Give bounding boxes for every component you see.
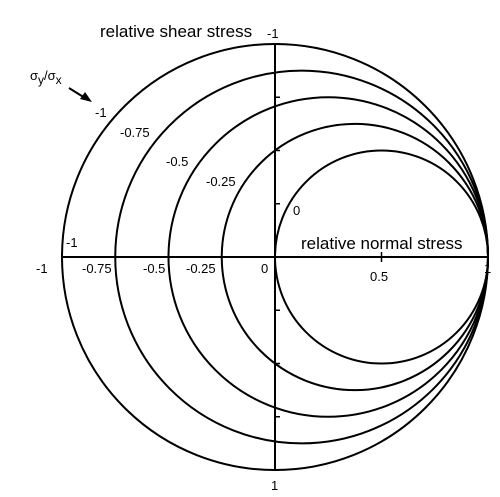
y-bottom-label: 1 — [271, 478, 278, 493]
left-point-label: -1 — [66, 235, 78, 250]
circle-label-minus-0-75: -0.75 — [120, 125, 150, 140]
ratio-sub-x: x — [56, 73, 62, 87]
x-tick-label-minus-0-25: -0.25 — [186, 261, 216, 276]
x-tick-label-minus-0-75: -0.75 — [82, 261, 112, 276]
x-tick-label-minus-1: -1 — [36, 261, 48, 276]
x-tick-label-0: 0 — [261, 261, 268, 276]
circle-label-0: 0 — [293, 203, 300, 218]
circle-label-minus-0-25: -0.25 — [206, 174, 236, 189]
x-tick-label-1: 1 — [484, 261, 491, 276]
normal-stress-axis-title: relative normal stress — [301, 234, 463, 253]
ratio-sigma-y: σ — [30, 68, 38, 83]
axis-ticks — [61, 43, 489, 471]
circle-label-minus-0-5: -0.5 — [166, 154, 188, 169]
x-tick-label-minus-0-5: -0.5 — [143, 261, 165, 276]
stress-ratio-label: σy/σx — [30, 68, 62, 87]
ratio-slash-sigma: /σ — [44, 68, 56, 83]
x-tick-label-0-5: 0.5 — [370, 269, 388, 284]
arrow-icon — [68, 87, 92, 102]
shear-stress-axis-title: relative shear stress — [100, 22, 252, 41]
circle-label-minus-1: -1 — [95, 105, 107, 120]
ratio-sub-y: y — [38, 73, 44, 87]
y-top-label: -1 — [267, 26, 279, 41]
